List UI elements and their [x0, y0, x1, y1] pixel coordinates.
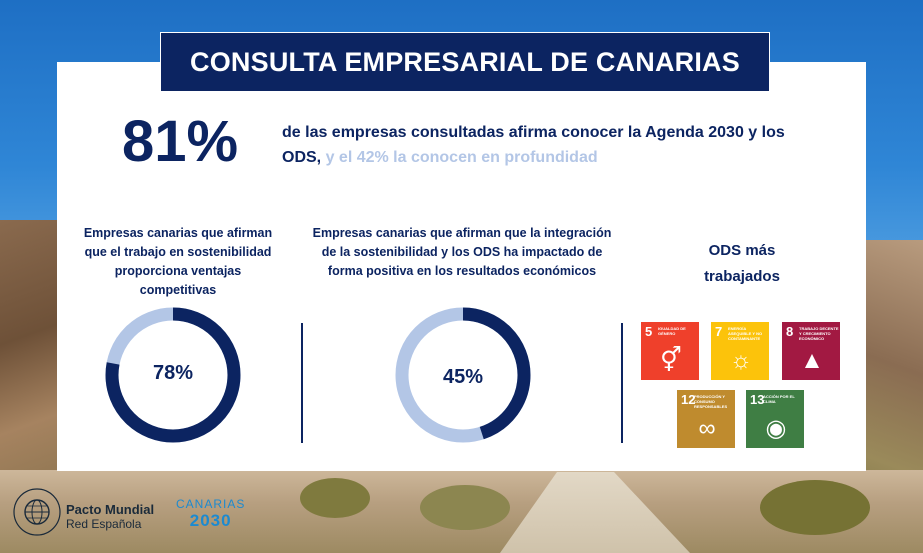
pacto-mundial-subtitle: Red Española: [66, 517, 142, 531]
donut-value-arc: [395, 307, 531, 443]
canarias-logo-year: 2030: [189, 511, 232, 530]
growth-chart-icon: ▲: [800, 347, 824, 374]
sdg-tile-7: 7 Energía asequible y no contaminante ☼: [710, 321, 770, 381]
background-bush: [300, 478, 370, 518]
stat-caption-advantages: Empresas canarias que afirman que el tra…: [83, 226, 273, 297]
infinity-icon: ∞: [698, 415, 716, 442]
divider-right: [621, 323, 623, 443]
page-title: CONSULTA EMPRESARIAL DE CANARIAS: [160, 32, 770, 92]
pacto-mundial-logo-text: Pacto Mundial Red Española: [66, 502, 154, 531]
pacto-mundial-title: Pacto Mundial: [66, 502, 155, 517]
stat-value-advantages: 78%: [152, 362, 194, 384]
sdg-tile-8: 8 Trabajo decente y crecimiento económic…: [781, 321, 841, 381]
background-bush: [760, 480, 870, 535]
background-bush: [420, 485, 510, 530]
stat-caption-positive-impact: Empresas canarias que afirman que la int…: [312, 226, 612, 278]
gender-equality-icon: ⚥: [660, 347, 682, 374]
donut-value-arc: [105, 307, 241, 443]
sdg-tile-12: 12 Producción y consumo responsables ∞: [676, 389, 736, 449]
canarias-logo-top: CANARIAS: [176, 497, 246, 511]
headline-text-dark: de las empresas consultadas afirma conoc…: [282, 124, 785, 166]
donut-chart-positive-impact: [395, 307, 531, 443]
sdg-label: Energía asequible y no contaminante: [728, 326, 763, 341]
sdg-tile-5: 5 Igualdad de género ⚥: [640, 321, 700, 381]
sdg-number: 12: [681, 392, 696, 407]
sdg-tile-13: 13 Acción por el clima ◉: [745, 389, 805, 449]
ods-section-title: ODS más trabajados: [704, 242, 780, 285]
headline-text: de las empresas consultadas afirma conoc…: [282, 120, 822, 170]
sdg-label: Igualdad de género: [658, 326, 686, 336]
donut-chart-advantages: [105, 307, 241, 443]
sdg-number: 8: [786, 324, 794, 339]
sdg-number: 13: [750, 392, 765, 407]
headline-text-light: y el 42% la conocen en profundidad: [321, 149, 598, 166]
divider-left: [301, 323, 303, 443]
sdg-label: Producción y consumo responsables: [694, 394, 728, 409]
sdg-label: Trabajo decente y crecimiento económico: [799, 326, 839, 341]
headline-percent: 81%: [122, 109, 239, 174]
sun-icon: ☼: [730, 347, 752, 374]
eye-earth-icon: ◉: [765, 415, 787, 442]
sdg-number: 5: [645, 324, 653, 339]
stat-value-positive-impact: 45%: [442, 366, 484, 388]
sdg-label: Acción por el clima: [763, 394, 795, 404]
un-global-compact-logo: [13, 488, 61, 536]
canarias-2030-logo: CANARIAS 2030: [176, 497, 245, 531]
sdg-number: 7: [715, 324, 723, 339]
